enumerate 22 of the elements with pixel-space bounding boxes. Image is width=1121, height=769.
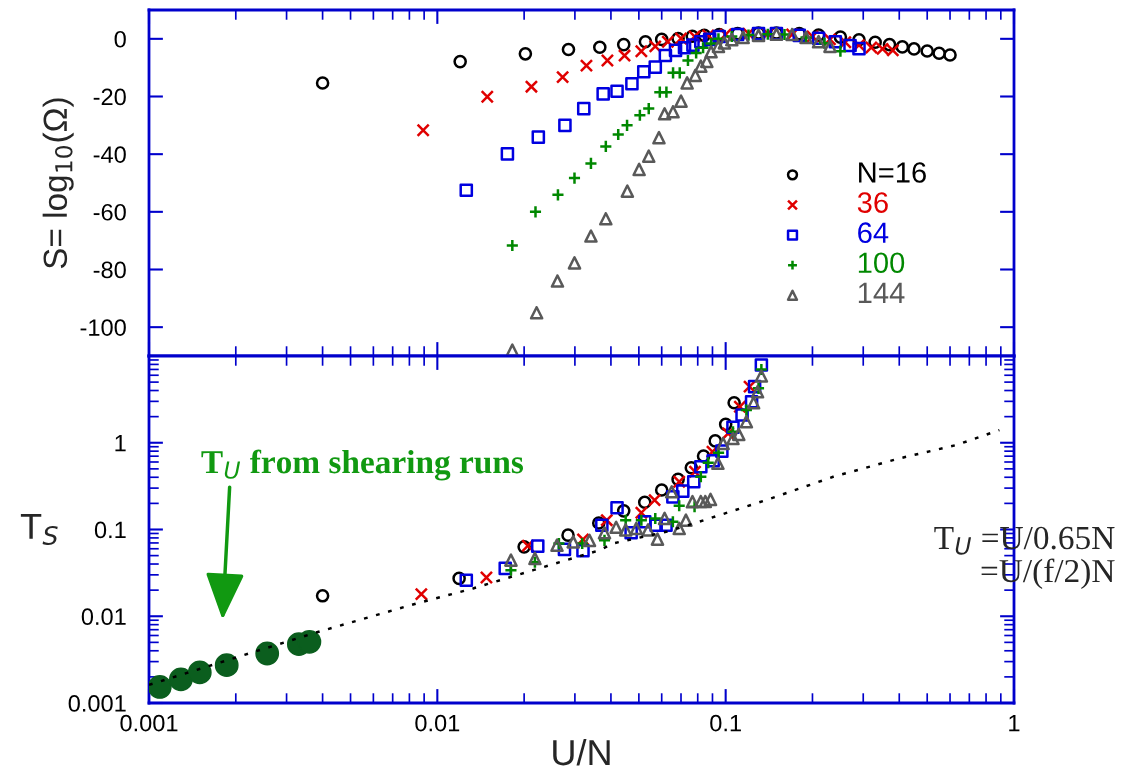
legend-label: 64 bbox=[858, 222, 889, 244]
y-tick-label: 0.1 bbox=[94, 521, 126, 539]
x-tick-label: 0.1 bbox=[710, 714, 741, 732]
x-tick-label: 0.01 bbox=[415, 714, 460, 732]
legend-label: 100 bbox=[858, 252, 905, 274]
y-tick-label: 0.01 bbox=[81, 608, 126, 626]
y-tick-label: 0 bbox=[114, 30, 126, 48]
x-tick-label: 1 bbox=[1009, 714, 1020, 732]
x-axis-title: U/N bbox=[553, 738, 610, 766]
y-tick-label: -60 bbox=[93, 203, 126, 221]
y-tick-label: -40 bbox=[93, 146, 126, 163]
y-tick-label: 0.001 bbox=[68, 695, 126, 712]
legend-label: 36 bbox=[857, 192, 888, 213]
annotation: T$_{U}$ from shearing runs bbox=[201, 449, 524, 481]
legend-label: N=16 bbox=[859, 162, 926, 183]
y-axis-title: T$_{S}$ bbox=[20, 513, 58, 546]
legend-label: 144 bbox=[858, 282, 905, 303]
y-tick-label: -20 bbox=[93, 88, 126, 106]
y-tick-label: -80 bbox=[93, 261, 126, 279]
y-tick-label: 1 bbox=[115, 435, 126, 452]
y-tick-label: -100 bbox=[80, 319, 126, 336]
y-axis-title: S= log$_{10}$(Ω) bbox=[42, 98, 74, 269]
